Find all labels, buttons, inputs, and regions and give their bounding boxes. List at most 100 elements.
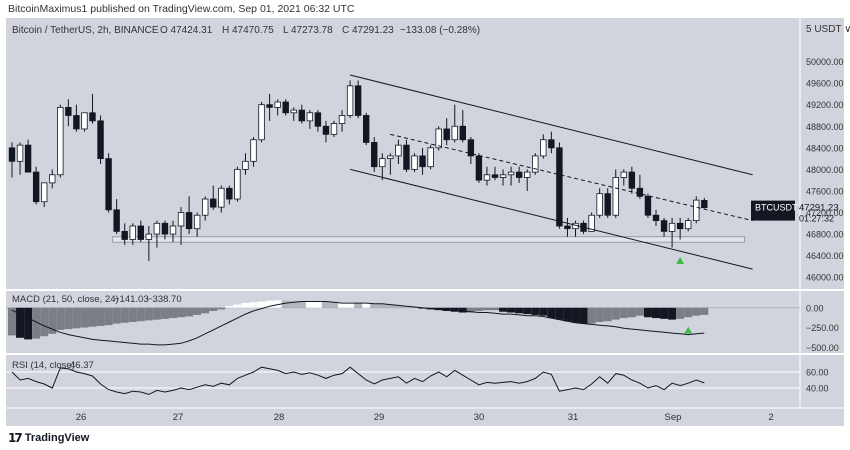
candle-up <box>596 193 603 216</box>
macd-tick-label: −250.00 <box>806 323 839 333</box>
macd-histogram-bar <box>442 307 451 311</box>
candle-up <box>81 112 88 130</box>
macd-histogram-bar <box>16 307 25 338</box>
candle-up <box>49 174 56 184</box>
channel-upper-line <box>349 74 753 176</box>
candle-up <box>427 147 434 168</box>
candle-up <box>668 222 676 232</box>
candle-down <box>443 128 450 141</box>
macd-histogram-bar <box>72 307 81 329</box>
candle-up <box>395 144 402 157</box>
macd-histogram-bar <box>402 306 411 308</box>
macd-histogram-bar <box>233 304 242 308</box>
candle-up <box>330 123 338 135</box>
candle-down <box>32 171 40 203</box>
candle-up <box>250 139 257 162</box>
macd-signal-line <box>11 301 705 346</box>
macd-histogram-bar <box>668 307 677 320</box>
candle-down <box>298 109 305 122</box>
candle-down <box>403 144 410 170</box>
candle-down <box>652 214 660 222</box>
macd-histogram-bar <box>474 307 483 311</box>
candle-up <box>258 104 265 141</box>
macd-histogram-bar <box>515 307 524 314</box>
macd-histogram-bar <box>491 307 499 311</box>
candle-down <box>185 212 193 230</box>
macd-histogram-bar <box>660 307 669 319</box>
macd-histogram-bar <box>563 307 572 322</box>
macd-histogram-bar <box>8 307 16 336</box>
macd-histogram-bar <box>64 307 73 330</box>
time-tick-label: 27 <box>173 412 184 423</box>
macd-histogram-bar <box>185 307 194 317</box>
currency-label[interactable]: 5 USDT ∨ <box>806 24 850 35</box>
macd-histogram-bar <box>241 303 250 308</box>
rsi-value: 46.37 <box>70 360 94 371</box>
ohlc-high: H 47470.75 <box>222 25 274 36</box>
candle-down <box>65 106 72 116</box>
price-tick-label: 50000.00 <box>806 57 844 67</box>
price-tick-label: 49600.00 <box>806 79 844 89</box>
price-tick-label: 47200.00 <box>806 208 844 218</box>
candle-up <box>242 160 249 170</box>
price-tick-label: 47600.00 <box>806 186 844 196</box>
candle-up <box>507 171 515 176</box>
descending-channel <box>349 74 753 334</box>
macd-histogram-bar <box>587 307 596 324</box>
price-tick-label: 46800.00 <box>806 230 844 240</box>
macd-histogram-bar <box>40 307 49 337</box>
candle-up <box>290 109 297 114</box>
macd-value-2: −338.70 <box>147 294 182 305</box>
time-axis: 26 27 28 29 30 31 Sep 2 <box>76 412 774 423</box>
price-tick-label: 49200.00 <box>806 100 844 110</box>
macd-histogram-bar <box>56 307 65 330</box>
macd-histogram-bar <box>193 307 202 315</box>
macd-histogram-bar <box>579 307 588 324</box>
candle-up <box>588 214 595 232</box>
macd-label: MACD (21, 50, close, 24) <box>12 294 119 305</box>
channel-mid-line <box>390 133 753 222</box>
macd-histogram-bar <box>684 307 693 318</box>
candle-up <box>338 115 346 124</box>
macd-histogram-bar <box>96 307 105 326</box>
ohlc-close: C 47291.23 <box>342 25 394 36</box>
candle-up <box>346 85 354 116</box>
candle-up <box>499 174 507 178</box>
candle-down <box>105 158 112 211</box>
channel-lower-line <box>349 168 753 270</box>
candle-up <box>435 128 442 149</box>
support-zone-layer <box>112 236 745 243</box>
time-tick-label: 2 <box>768 412 773 423</box>
macd-pane <box>6 300 800 346</box>
macd-histogram-bar <box>507 307 516 313</box>
macd-histogram-bar <box>571 307 580 323</box>
macd-histogram-bar <box>531 307 540 315</box>
macd-histogram-bar <box>466 307 475 313</box>
candle-down <box>459 125 466 141</box>
candle-up <box>532 155 539 173</box>
candle-up <box>201 198 209 216</box>
candle-down <box>89 112 96 122</box>
last-price-label: BTCUSDT 47291.23 01:27:32 <box>751 200 839 224</box>
macd-histogram-bar <box>144 307 153 321</box>
macd-histogram-bar <box>378 303 387 308</box>
rsi-tick-label: 40.00 <box>806 384 829 394</box>
macd-histogram-bar <box>603 307 612 322</box>
candle-down <box>564 225 571 230</box>
macd-histogram-bar <box>289 301 298 308</box>
publish-header: BitcoinMaximus1 published on TradingView… <box>0 0 850 18</box>
candle-up <box>16 144 24 162</box>
ohlc-change: −133.08 (−0.28%) <box>400 25 480 36</box>
candle-down <box>660 220 668 232</box>
candle-up <box>387 155 394 160</box>
candle-up <box>129 225 136 240</box>
candle-down <box>604 193 611 216</box>
candle-up <box>193 214 201 230</box>
tradingview-logo[interactable]: 17 TradingView <box>8 431 89 445</box>
candle-up <box>218 187 225 208</box>
candle-up <box>693 199 700 222</box>
time-tick-label: Sep <box>665 412 682 423</box>
last-price-symbol: BTCUSDT <box>755 203 798 213</box>
candle-up <box>451 125 458 141</box>
